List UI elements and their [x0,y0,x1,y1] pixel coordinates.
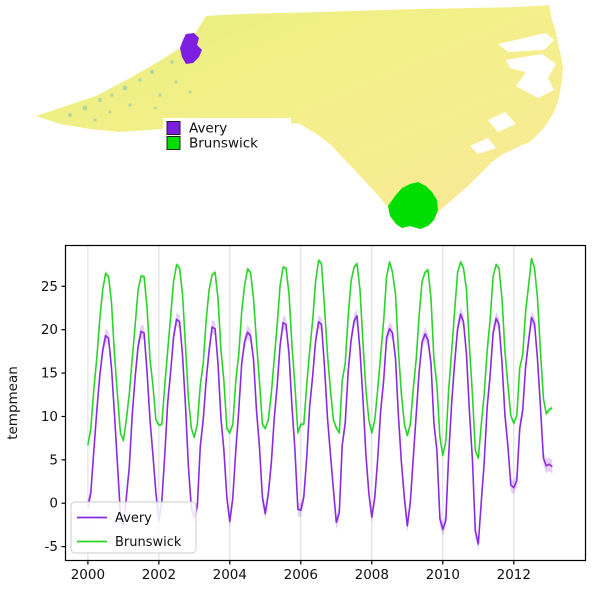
chart-legend: Avery Brunswick [70,501,197,554]
y-tick-label: 5 [49,452,58,468]
tempmean-chart: 2000 2002 2004 2006 2008 2010 2012 -5 0 5 10 15 20 25… [5,244,587,583]
y-tick-label: 0 [49,496,58,512]
y-tick-label: 15 [41,366,58,382]
nc-map: Avery Brunswick [36,5,563,229]
county-brunswick-shape[interactable] [388,182,438,229]
map-legend-label-brunswick: Brunswick [189,136,258,152]
plot-area: 2000 2002 2004 2006 2008 2010 2012 -5 0 5 10 15 20 25 [41,244,587,583]
x-tick-label: 2002 [142,567,176,583]
chart-legend-label-avery: Avery [115,511,152,526]
map-legend-swatch-avery[interactable] [166,121,181,135]
x-tick-label: 2012 [497,567,531,583]
x-tick-label: 2008 [355,567,389,583]
map-legend-label-avery: Avery [189,121,227,137]
mountain-speckles [68,60,192,122]
county-avery-shape[interactable] [180,33,202,64]
chart-legend-label-brunswick: Brunswick [115,535,182,550]
map-legend-background [163,118,291,156]
ci-band-brunswick [87,255,553,461]
plot-border [64,244,587,562]
y-tick-label: 25 [41,279,58,295]
y-tick-label: 20 [41,322,58,338]
x-tick-label: 2004 [213,567,247,583]
y-tick-label: 10 [41,409,58,425]
x-tick-label: 2006 [284,567,318,583]
chart-legend-box [70,501,197,554]
sounds-water [470,33,556,154]
x-tick-label: 2010 [426,567,460,583]
north-carolina-shape [36,5,563,229]
line-brunswick [87,257,553,459]
map-legend-swatch-brunswick[interactable] [166,136,181,150]
line-avery [87,313,553,545]
x-tick-label: 2000 [71,567,105,583]
y-axis-label: tempmean [5,366,21,440]
map-legend: Avery Brunswick [163,118,291,156]
y-tick-label: -5 [45,539,58,555]
